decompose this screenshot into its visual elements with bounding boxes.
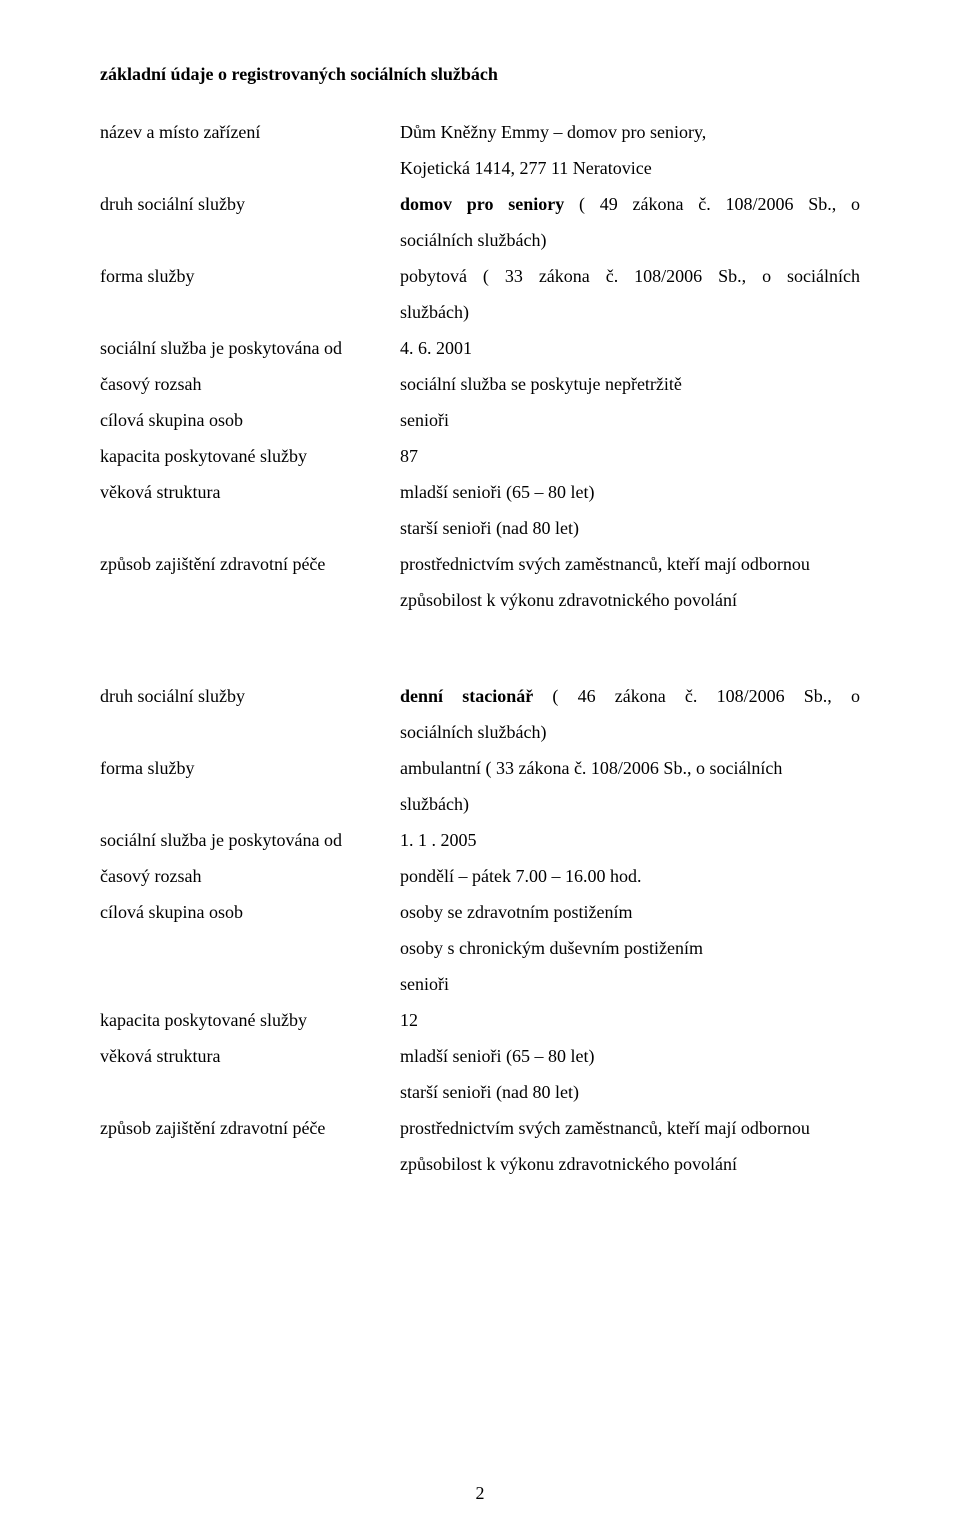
definition-value: 12 bbox=[400, 1002, 860, 1038]
definition-value: osoby se zdravotním postižením osoby s c… bbox=[400, 894, 860, 1002]
definition-value-line: osoby s chronickým duševním postižením bbox=[400, 930, 860, 966]
definition-row: časový rozsah sociální služba se poskytu… bbox=[100, 366, 860, 402]
document-page: základní údaje o registrovaných sociální… bbox=[0, 0, 960, 1537]
definition-label: časový rozsah bbox=[100, 366, 400, 402]
definition-value: prostřednictvím svých zaměstnanců, kteří… bbox=[400, 546, 860, 618]
definition-row: věková struktura mladší senioři (65 – 80… bbox=[100, 474, 860, 546]
definition-value-line: pobytová ( 33 zákona č. 108/2006 Sb., o … bbox=[400, 258, 860, 294]
definition-value: mladší senioři (65 – 80 let) starší seni… bbox=[400, 1038, 860, 1110]
definition-label: sociální služba je poskytována od bbox=[100, 330, 400, 366]
definition-label: forma služby bbox=[100, 750, 400, 822]
definition-row: cílová skupina osob osoby se zdravotním … bbox=[100, 894, 860, 1002]
definition-value-line: prostřednictvím svých zaměstnanců, kteří… bbox=[400, 1110, 860, 1146]
definition-label: sociální služba je poskytována od bbox=[100, 822, 400, 858]
definition-value: 1. 1 . 2005 bbox=[400, 822, 860, 858]
definition-value: pobytová ( 33 zákona č. 108/2006 Sb., o … bbox=[400, 258, 860, 330]
definition-row: kapacita poskytované služby 87 bbox=[100, 438, 860, 474]
page-number: 2 bbox=[0, 1475, 960, 1511]
definition-value-line: Kojetická 1414, 277 11 Neratovice bbox=[400, 150, 860, 186]
definition-value: denní stacionář ( 46 zákona č. 108/2006 … bbox=[400, 678, 860, 750]
definition-value-line: starší senioři (nad 80 let) bbox=[400, 1074, 860, 1110]
definition-value-line: mladší senioři (65 – 80 let) bbox=[400, 1038, 860, 1074]
definition-label: způsob zajištění zdravotní péče bbox=[100, 546, 400, 618]
definition-value: domov pro seniory ( 49 zákona č. 108/200… bbox=[400, 186, 860, 258]
definition-label: kapacita poskytované služby bbox=[100, 1002, 400, 1038]
definition-row: věková struktura mladší senioři (65 – 80… bbox=[100, 1038, 860, 1110]
definition-row: kapacita poskytované služby 12 bbox=[100, 1002, 860, 1038]
definition-value-line: službách) bbox=[400, 294, 860, 330]
definition-row: forma služby pobytová ( 33 zákona č. 108… bbox=[100, 258, 860, 330]
definition-value-line: osoby se zdravotním postižením bbox=[400, 894, 860, 930]
definition-value-line: senioři bbox=[400, 966, 860, 1002]
definition-value-line: službách) bbox=[400, 786, 860, 822]
definition-row: sociální služba je poskytována od 1. 1 .… bbox=[100, 822, 860, 858]
definition-row: sociální služba je poskytována od 4. 6. … bbox=[100, 330, 860, 366]
definition-label: kapacita poskytované služby bbox=[100, 438, 400, 474]
definition-row: název a místo zařízení Dům Kněžny Emmy –… bbox=[100, 114, 860, 186]
section-gap bbox=[100, 618, 860, 678]
definition-value-line: denní stacionář ( 46 zákona č. 108/2006 … bbox=[400, 678, 860, 714]
definition-row: způsob zajištění zdravotní péče prostřed… bbox=[100, 546, 860, 618]
definition-value-line: sociálních službách) bbox=[400, 222, 860, 258]
definition-value: sociální služba se poskytuje nepřetržitě bbox=[400, 366, 860, 402]
definition-value-line: Dům Kněžny Emmy – domov pro seniory, bbox=[400, 114, 860, 150]
definition-value: Dům Kněžny Emmy – domov pro seniory, Koj… bbox=[400, 114, 860, 186]
document-title: základní údaje o registrovaných sociální… bbox=[100, 56, 860, 92]
definition-label: způsob zajištění zdravotní péče bbox=[100, 1110, 400, 1182]
definition-value-line: mladší senioři (65 – 80 let) bbox=[400, 474, 860, 510]
definition-label: druh sociální služby bbox=[100, 678, 400, 750]
definition-value-line: způsobilost k výkonu zdravotnického povo… bbox=[400, 582, 860, 618]
definition-row: způsob zajištění zdravotní péče prostřed… bbox=[100, 1110, 860, 1182]
definition-value: 87 bbox=[400, 438, 860, 474]
definition-label: druh sociální služby bbox=[100, 186, 400, 258]
definition-value: prostřednictvím svých zaměstnanců, kteří… bbox=[400, 1110, 860, 1182]
definition-value: senioři bbox=[400, 402, 860, 438]
definition-label: cílová skupina osob bbox=[100, 894, 400, 1002]
definition-label: cílová skupina osob bbox=[100, 402, 400, 438]
definition-value-line: způsobilost k výkonu zdravotnického povo… bbox=[400, 1146, 860, 1182]
definition-label: věková struktura bbox=[100, 1038, 400, 1110]
definition-value: mladší senioři (65 – 80 let) starší seni… bbox=[400, 474, 860, 546]
definition-row: druh sociální služby denní stacionář ( 4… bbox=[100, 678, 860, 750]
definition-row: forma služby ambulantní ( 33 zákona č. 1… bbox=[100, 750, 860, 822]
definition-row: cílová skupina osob senioři bbox=[100, 402, 860, 438]
definition-value: 4. 6. 2001 bbox=[400, 330, 860, 366]
definition-label: časový rozsah bbox=[100, 858, 400, 894]
definition-value: ambulantní ( 33 zákona č. 108/2006 Sb., … bbox=[400, 750, 860, 822]
definition-label: název a místo zařízení bbox=[100, 114, 400, 186]
definition-row: druh sociální služby domov pro seniory (… bbox=[100, 186, 860, 258]
definition-value-line: prostřednictvím svých zaměstnanců, kteří… bbox=[400, 546, 860, 582]
definition-label: věková struktura bbox=[100, 474, 400, 546]
definition-row: časový rozsah pondělí – pátek 7.00 – 16.… bbox=[100, 858, 860, 894]
definition-label: forma služby bbox=[100, 258, 400, 330]
definition-value-line: domov pro seniory ( 49 zákona č. 108/200… bbox=[400, 186, 860, 222]
definition-value-line: sociálních službách) bbox=[400, 714, 860, 750]
definition-value-line: starší senioři (nad 80 let) bbox=[400, 510, 860, 546]
definition-value-line: ambulantní ( 33 zákona č. 108/2006 Sb., … bbox=[400, 750, 860, 786]
definition-value: pondělí – pátek 7.00 – 16.00 hod. bbox=[400, 858, 860, 894]
